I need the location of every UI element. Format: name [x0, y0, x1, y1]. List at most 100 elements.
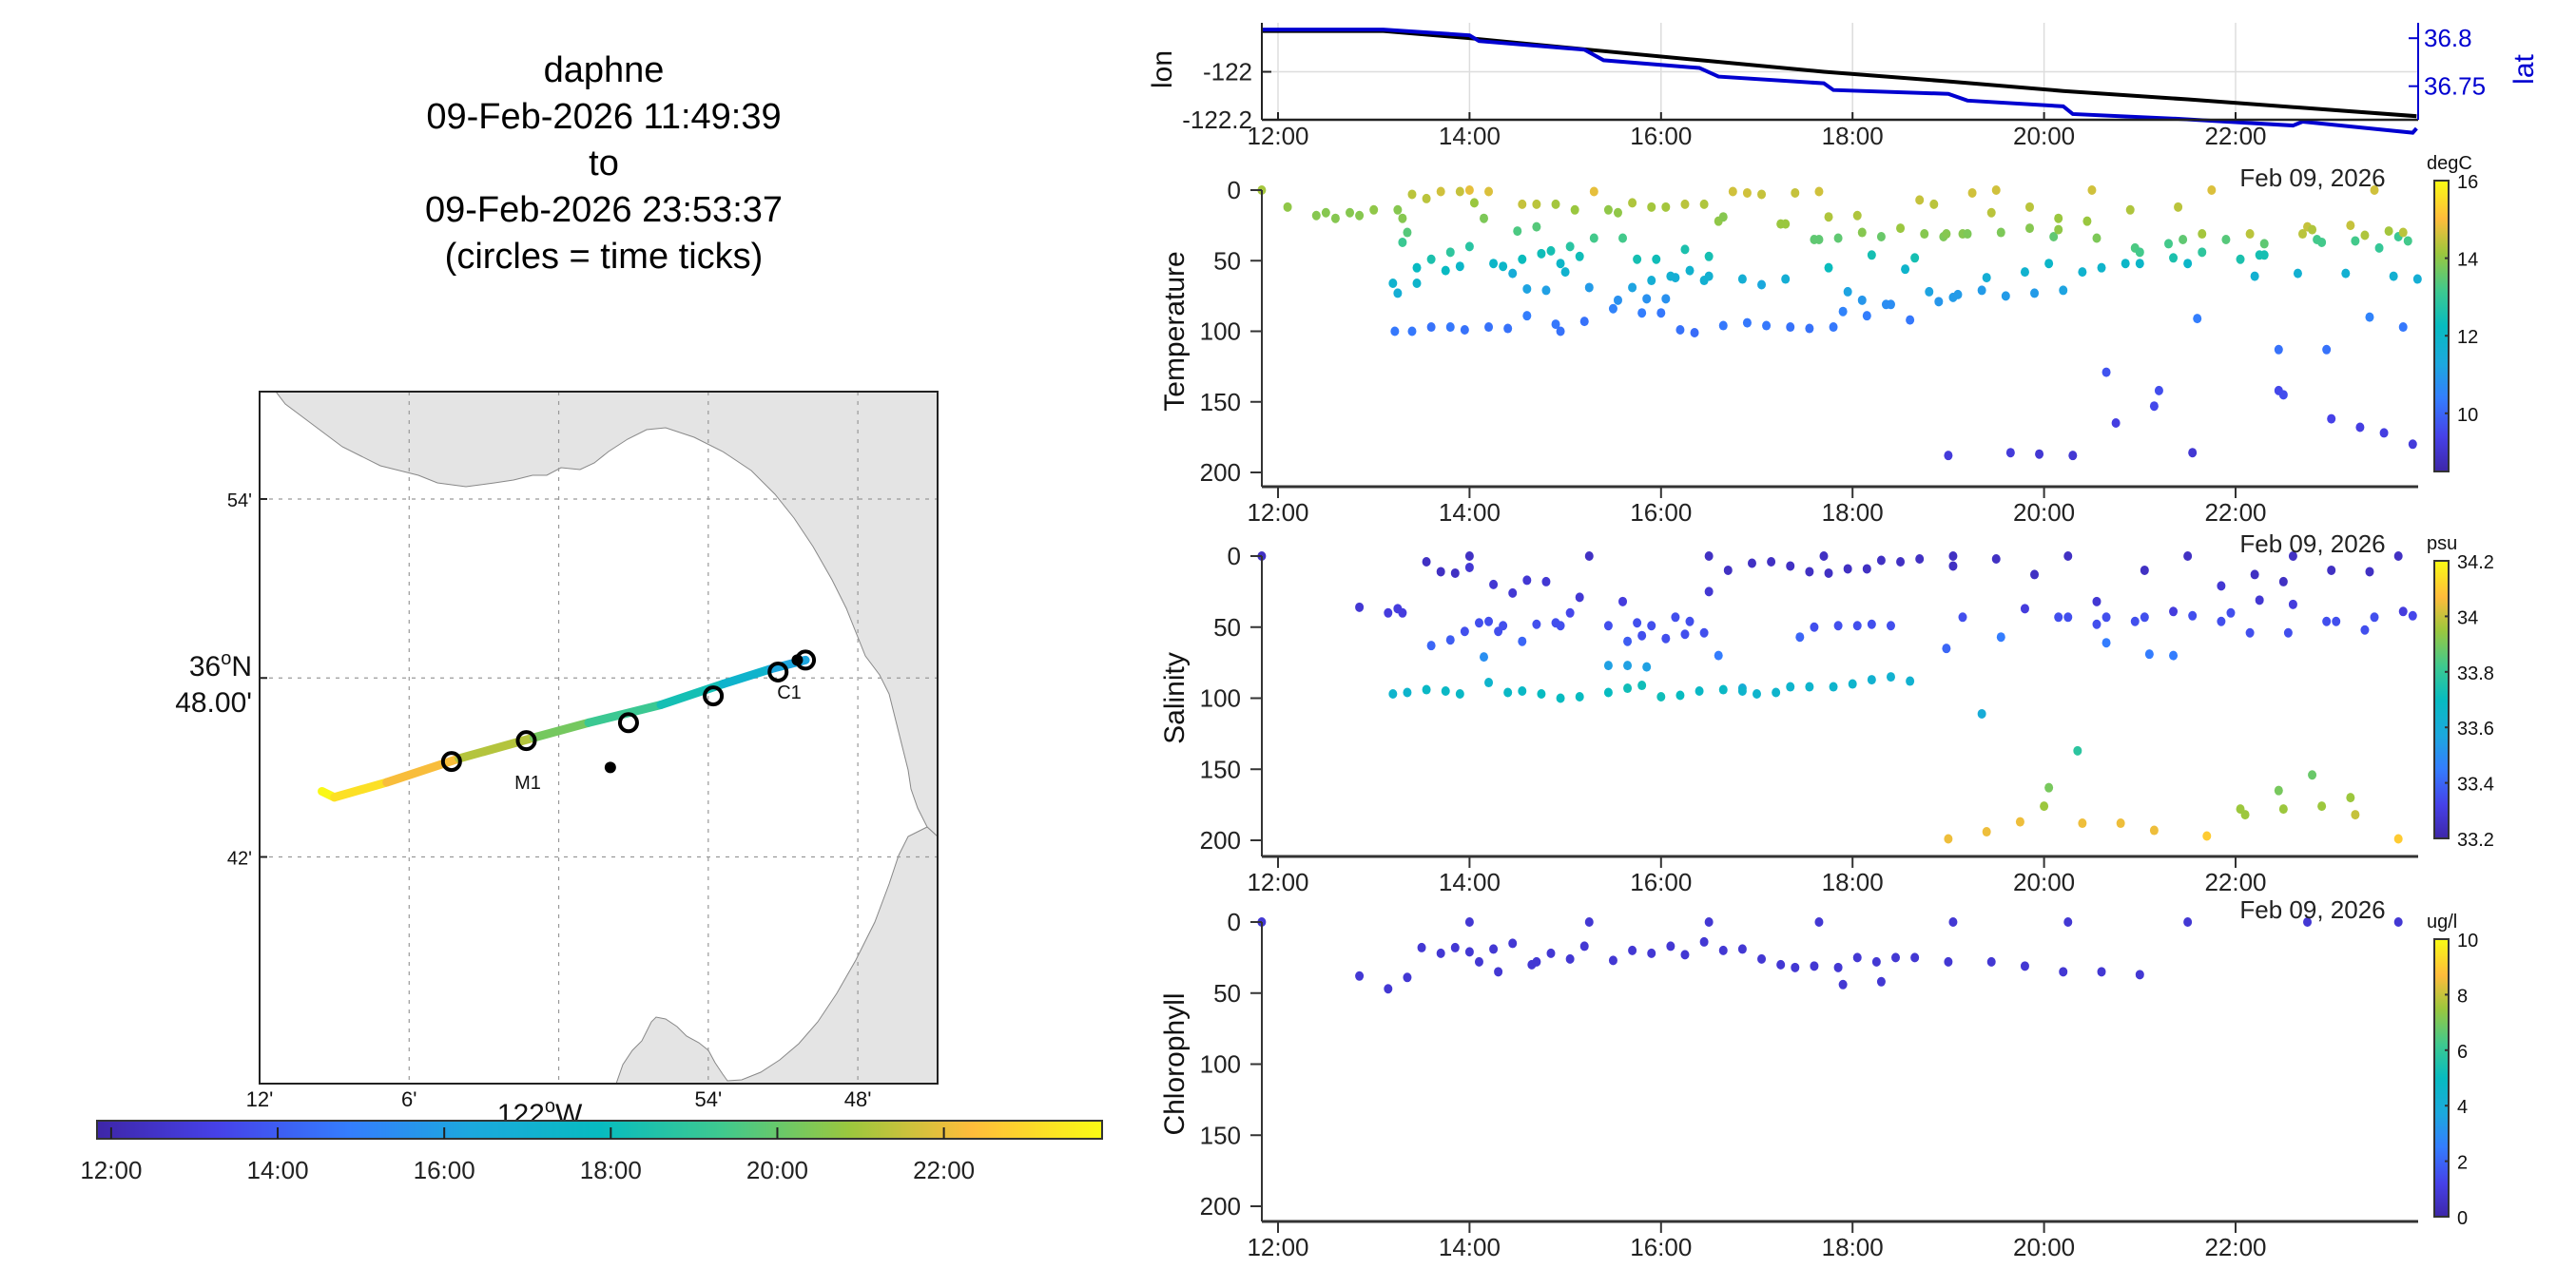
data-point: [1819, 551, 1829, 561]
data-point: [1464, 947, 1474, 957]
data-point: [1426, 254, 1436, 264]
data-point: [2332, 616, 2341, 626]
data-point: [1986, 207, 1996, 218]
data-point: [2082, 216, 2092, 226]
data-point: [2293, 268, 2302, 279]
data-point: [1575, 592, 1584, 603]
data-point: [1852, 952, 1862, 963]
data-point: [2250, 569, 2259, 580]
data-point: [1551, 199, 1560, 209]
data-point: [2259, 250, 2269, 260]
data-point: [1633, 254, 1642, 264]
time-tick-circle: [767, 661, 789, 682]
data-point: [1608, 303, 1617, 314]
y-tick-label: 200: [1200, 458, 1241, 487]
data-point: [1398, 237, 1407, 247]
data-point: [2365, 312, 2374, 322]
data-point: [1321, 207, 1330, 218]
data-point: [1474, 956, 1483, 967]
data-point: [1838, 306, 1848, 317]
data-point: [2183, 551, 2193, 561]
y-tick-label: 50: [1213, 613, 1241, 642]
data-point: [2092, 619, 2101, 629]
data-point: [1623, 661, 1633, 671]
series-line-lat: [1261, 28, 2418, 135]
data-point: [2116, 818, 2125, 829]
data-point: [2078, 818, 2087, 829]
data-point: [1867, 675, 1876, 685]
data-point: [1671, 612, 1680, 623]
vehicle-track: [318, 655, 810, 802]
data-point: [1862, 564, 1871, 574]
data-point: [1824, 212, 1833, 222]
data-point: [1522, 311, 1532, 321]
data-point: [1426, 322, 1436, 333]
data-point: [1862, 311, 1871, 321]
data-point: [1637, 630, 1647, 641]
data-point: [1680, 244, 1690, 255]
x-tick-label: 22:00: [2204, 868, 2266, 896]
data-point: [1579, 317, 1589, 327]
data-point: [1537, 248, 1546, 259]
data-point: [2054, 224, 2063, 235]
data-point: [1613, 207, 1622, 218]
data-point: [1886, 621, 1895, 631]
data-point: [1489, 579, 1499, 589]
data-point: [1958, 612, 1967, 623]
data-point: [1805, 323, 1814, 334]
data-point: [2101, 638, 2111, 648]
data-point: [1403, 972, 1412, 983]
data-point: [1642, 294, 1652, 304]
data-point: [1876, 976, 1886, 987]
data-point: [1906, 676, 1915, 686]
data-point: [1929, 199, 1939, 209]
data-point: [2308, 224, 2317, 235]
data-point: [1460, 626, 1469, 637]
data-point: [1699, 936, 1709, 947]
data-point: [2384, 226, 2393, 237]
data-point: [2059, 967, 2068, 977]
data-point: [2097, 967, 2106, 977]
y-tick-label: 100: [1200, 1050, 1241, 1079]
data-point: [1910, 253, 1920, 263]
data-point: [1603, 204, 1613, 215]
time-tick-circle: [617, 712, 639, 734]
data-point: [1647, 276, 1656, 286]
y-tick-label: 200: [1200, 826, 1241, 855]
data-point: [1699, 627, 1709, 638]
data-point: [1560, 267, 1570, 278]
data-point: [2188, 448, 2198, 458]
data-point: [2135, 259, 2144, 269]
time-cbar-tick-label: 18:00: [580, 1156, 642, 1184]
colorbar-tick-label: 14: [2457, 250, 2478, 271]
data-point: [1805, 567, 1814, 577]
data-point: [1499, 261, 1508, 272]
data-point: [2278, 804, 2288, 815]
x-tick-label: 20:00: [2013, 868, 2075, 896]
data-point: [1656, 308, 1666, 318]
data-point: [2403, 236, 2412, 246]
colorbar-tick-label: 33.6: [2457, 719, 2494, 740]
data-point: [2049, 232, 2059, 242]
data-point: [2020, 604, 2029, 614]
data-point: [1436, 186, 1445, 197]
data-point: [2250, 271, 2259, 281]
data-point: [1407, 326, 1417, 336]
data-point: [2346, 221, 2355, 231]
data-point: [1484, 616, 1494, 626]
data-point: [1704, 551, 1714, 561]
data-point: [1967, 187, 1977, 198]
data-point: [2370, 185, 2379, 195]
map-frame: [259, 391, 939, 1085]
data-point: [1445, 635, 1455, 645]
data-point: [1503, 323, 1513, 334]
data-point: [1575, 251, 1584, 261]
data-point: [2040, 801, 2049, 812]
data-point: [1838, 979, 1848, 990]
data-point: [1948, 917, 1958, 927]
data-point: [1948, 561, 1958, 571]
data-point: [1522, 283, 1532, 294]
y-axis-label-left: lon: [1147, 50, 1178, 88]
